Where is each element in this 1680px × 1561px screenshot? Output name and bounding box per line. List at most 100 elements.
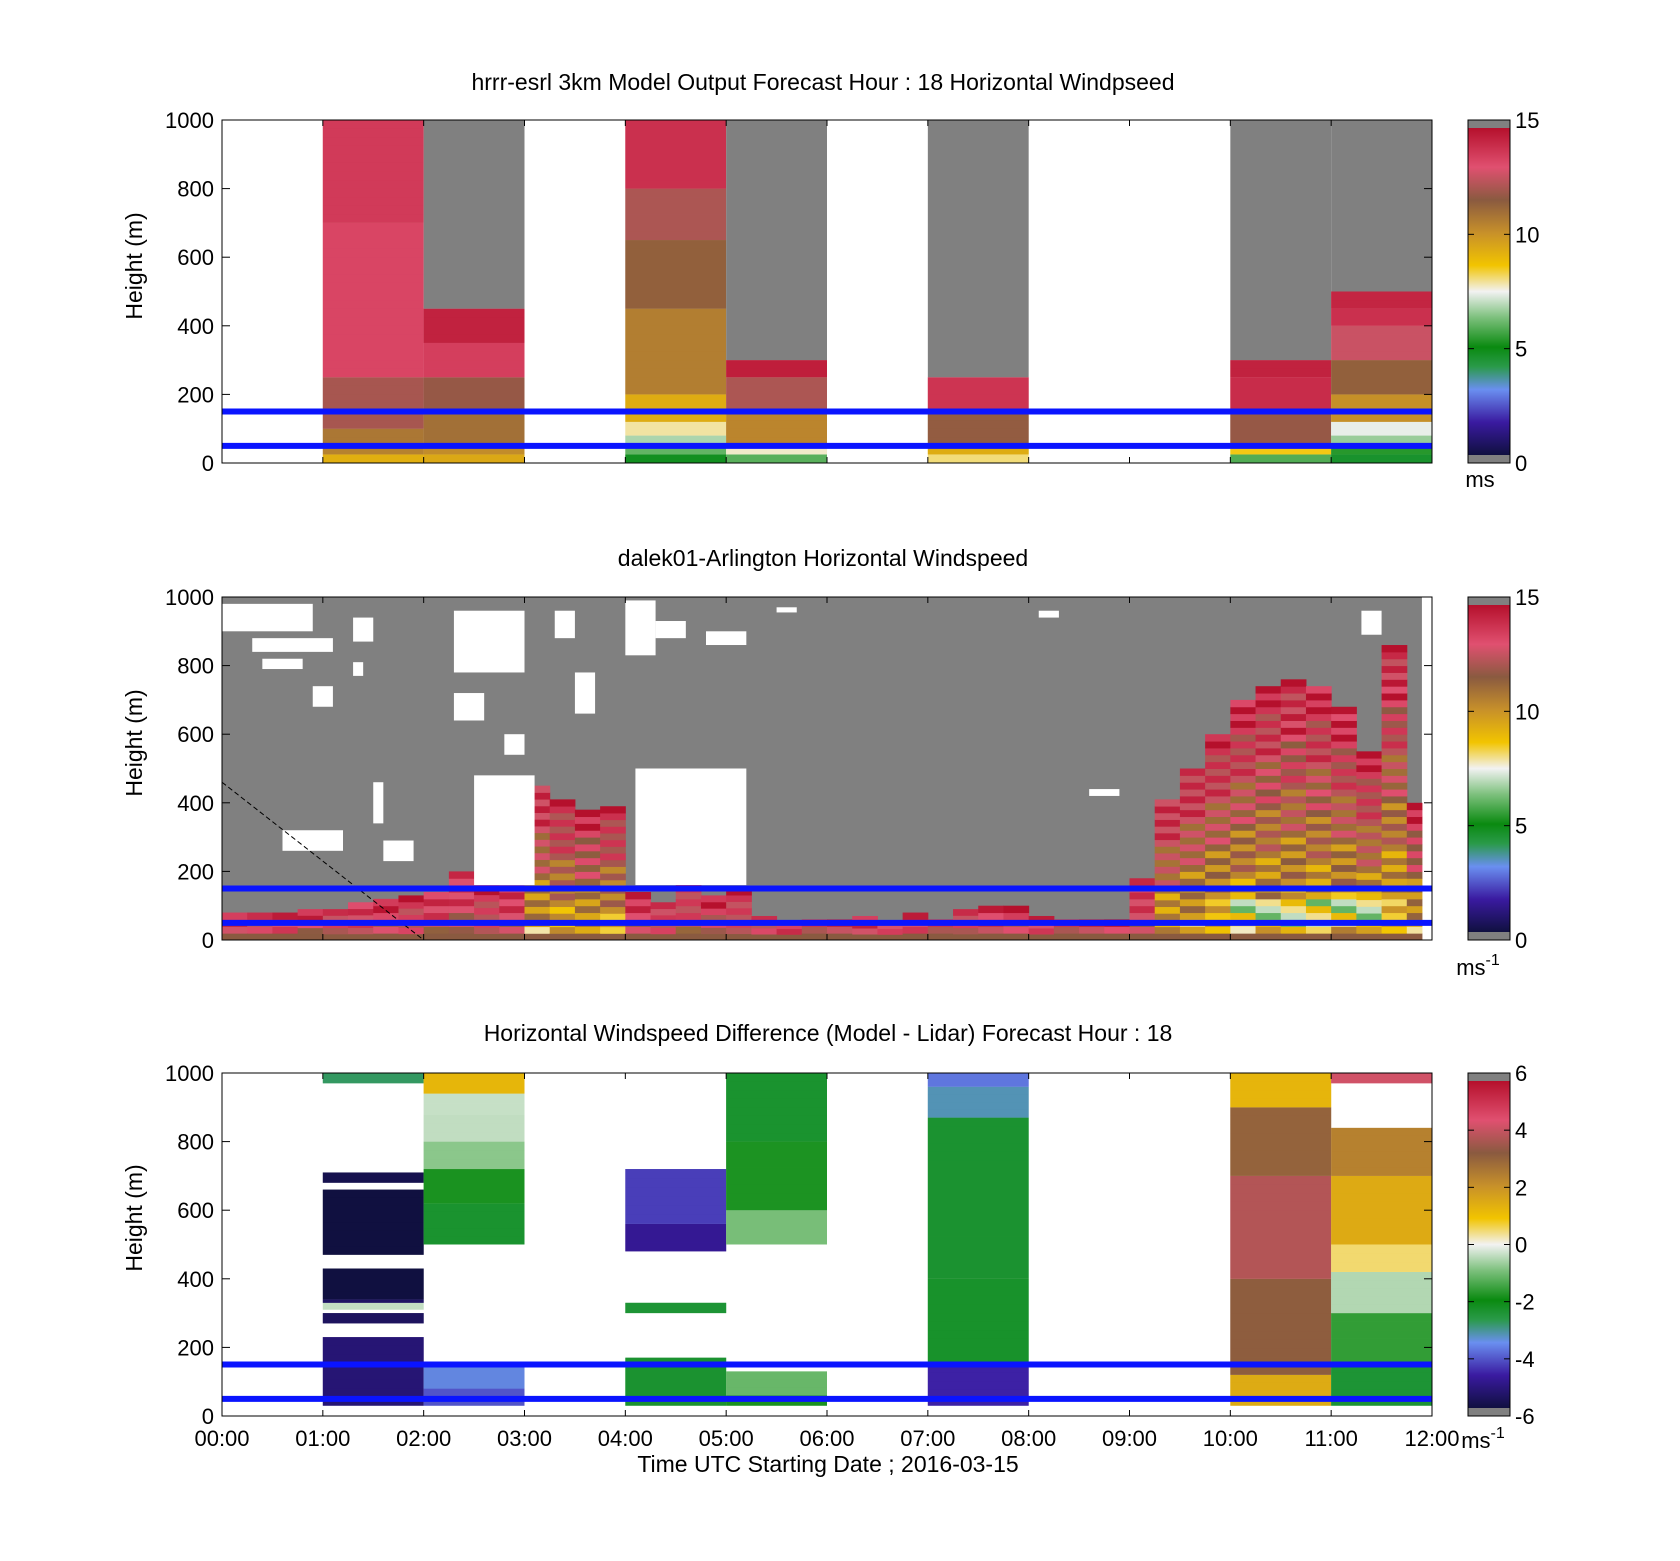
- diff-cell-stripe: [1331, 1330, 1432, 1339]
- lidar-cell: [1331, 837, 1357, 845]
- x-tick-label: 08:00: [1001, 1426, 1056, 1451]
- lidar-cell: [549, 819, 576, 827]
- lidar-cell: [1305, 809, 1332, 818]
- diff-cell-stripe: [927, 1168, 1029, 1177]
- model-cell-stripe: [1230, 402, 1332, 412]
- diff-panel-ylabel: Height (m): [121, 1164, 147, 1271]
- lidar-cell: [1255, 720, 1282, 728]
- lidar-cell: [1179, 816, 1206, 824]
- lidar-cell: [1129, 933, 1156, 941]
- model-cell-stripe: [423, 428, 525, 438]
- model-cell-stripe: [322, 291, 424, 301]
- lidar-cell: [524, 812, 551, 820]
- lidar-cell: [600, 812, 626, 821]
- lidar-cell: [524, 899, 551, 907]
- lidar-cell: [1255, 926, 1282, 934]
- diff-cell-stripe: [726, 1235, 827, 1245]
- lidar-cell: [1255, 706, 1282, 715]
- lidar-cell: [978, 905, 1004, 914]
- diff-y-tick-label: 400: [177, 1267, 214, 1292]
- lidar-cell: [1280, 905, 1307, 914]
- lidar-cell: [1331, 761, 1357, 769]
- lidar-colorbar-cap-bottom: [1468, 932, 1510, 940]
- lidar-cell: [272, 912, 299, 920]
- lidar-cell: [1179, 823, 1206, 831]
- lidar-cell: [1331, 926, 1357, 934]
- model-cell-stripe: [1230, 428, 1332, 438]
- diff-cell-stripe: [1331, 1227, 1432, 1236]
- lidar-cell: [1331, 789, 1357, 797]
- lidar-cell: [625, 912, 652, 920]
- lidar-cell: [322, 909, 349, 916]
- diff-cell-stripe: [726, 1124, 827, 1134]
- lidar-cell: [726, 901, 752, 909]
- lidar-cell: [1230, 891, 1257, 900]
- diff-cell-stripe: [927, 1160, 1029, 1169]
- model-cell-stripe: [625, 282, 727, 292]
- lidar-gap: [655, 621, 686, 639]
- lidar-cell: [1381, 843, 1408, 852]
- diff-cell-stripe: [423, 1083, 525, 1094]
- model-colorbar: 0 5 10 15: [1467, 108, 1539, 476]
- lidar-cell: [1154, 819, 1181, 827]
- diff-cell-stripe: [726, 1175, 827, 1185]
- lidar-dashed-line: [221, 781, 424, 941]
- model-cell-stripe: [1230, 437, 1332, 446]
- lidar-cell: [1331, 878, 1357, 886]
- diff-cell-stripe: [927, 1347, 1029, 1356]
- lidar-cell: [222, 926, 248, 934]
- lidar-gap: [706, 631, 747, 646]
- diff-cell-stripe: [927, 1304, 1029, 1314]
- model-y-tick-label: 200: [177, 382, 214, 407]
- diff-cell-stripe: [1230, 1073, 1332, 1082]
- diff-cell-stripe: [423, 1364, 525, 1373]
- diff-cell-stripe: [1230, 1270, 1332, 1279]
- lidar-colorbar-gradient: [1468, 605, 1510, 932]
- diff-cell-stripe: [1331, 1167, 1432, 1176]
- diff-cell-stripe: [423, 1073, 525, 1084]
- lidar-cell: [1079, 926, 1105, 934]
- model-cell-stripe: [1331, 342, 1432, 352]
- lidar-cell: [1230, 747, 1257, 756]
- lidar-cell: [1003, 912, 1030, 920]
- lidar-cell: [1305, 693, 1332, 701]
- diff-cell-stripe: [1230, 1235, 1332, 1245]
- model-cell-stripe: [322, 214, 424, 223]
- lidar-cell: [574, 898, 601, 907]
- lidar-cell: [1381, 809, 1408, 818]
- model-cell-stripe: [322, 257, 424, 266]
- lidar-cell: [927, 926, 954, 934]
- model-cell-stripe: [625, 248, 727, 258]
- lidar-cell: [1381, 686, 1408, 694]
- diff-cell-stripe: [423, 1150, 525, 1160]
- model-cell-stripe: [726, 428, 827, 438]
- diff-cell-stripe: [625, 1373, 727, 1382]
- model-cell-stripe: [625, 377, 727, 386]
- lidar-cell: [448, 891, 475, 900]
- lidar-cell: [1381, 926, 1408, 934]
- lidar-cell: [1205, 754, 1231, 763]
- lidar-cell: [574, 933, 601, 941]
- lidar-cell: [1179, 795, 1206, 804]
- lidar-cell: [600, 866, 626, 874]
- lidar-cell: [1305, 823, 1332, 831]
- model-plot-area: 0 200 400 600 800 1000: [165, 108, 1433, 476]
- lidar-cell: [1179, 809, 1206, 818]
- model-cell-stripe: [322, 300, 424, 309]
- diff-cell-stripe: [1331, 1389, 1432, 1398]
- lidar-cell: [549, 826, 576, 834]
- lidar-cell: [1381, 775, 1408, 783]
- lidar-cell: [1305, 891, 1332, 900]
- lidar-cell: [1305, 734, 1332, 742]
- lidar-cell: [1179, 789, 1206, 797]
- model-colorbar-unit: ms: [1465, 467, 1494, 492]
- lidar-cell: [1305, 720, 1332, 728]
- lidar-cell: [1356, 838, 1383, 847]
- lidar-cell: [1305, 706, 1332, 715]
- lidar-cell: [1280, 802, 1307, 811]
- diff-cell-stripe: [927, 1094, 1029, 1103]
- diff-cell-stripe: [322, 1302, 424, 1310]
- lidar-cell: [1205, 789, 1231, 797]
- model-y-tick-label: 1000: [165, 108, 214, 133]
- lidar-cell: [1280, 891, 1307, 900]
